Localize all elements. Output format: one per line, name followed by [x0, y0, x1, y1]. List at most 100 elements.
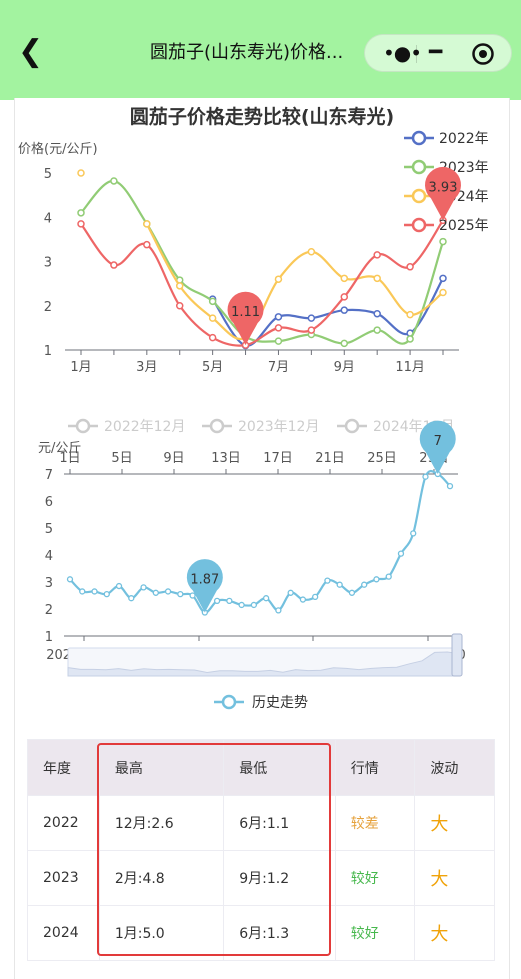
chart1-legend-label: 2022年: [439, 131, 489, 147]
header-volatility: 波动: [414, 739, 495, 796]
chart1-point: [208, 333, 217, 342]
table-row: 2022 12月:2.6 6月:1.1 较差 大: [27, 795, 495, 851]
chart1-point: [175, 302, 184, 310]
yearly-summary-table: 年度 最高 最低 行情 波动 2022 12月:2.6 6月:1.1 较差 大 …: [27, 739, 495, 961]
chart2-legend-top-marker: [344, 418, 360, 434]
chart2-point: [385, 573, 392, 580]
chart2-point: [422, 473, 429, 480]
chart2-top-axis-label: 21日: [315, 451, 345, 466]
chart1-point: [274, 324, 283, 332]
chart1-series-line-2025年: [80, 219, 444, 347]
close-target-icon[interactable]: [471, 42, 495, 66]
chart2-top-axis-label: 5日: [111, 451, 132, 466]
header-high: 最高: [98, 739, 225, 796]
chevron-left-icon[interactable]: ❮: [18, 34, 44, 69]
price-compare-chart: 圆茄子价格走势比较(山东寿光) 价格(元/公斤) 1 2 3 4 5 1月 3月 5月 7月 9月 11…: [18, 105, 489, 375]
chart1-legend-marker: [411, 217, 427, 233]
chart2-top-axis-label: 13日: [211, 451, 241, 466]
chart1-point: [208, 297, 217, 306]
chart1-x-tick-label: 7月: [268, 360, 289, 375]
chart1-point: [274, 313, 283, 321]
chart1-point: [373, 309, 381, 318]
chart2-point: [446, 483, 454, 490]
chart2-top-axis-label: 17日: [263, 451, 293, 466]
chart2-point: [324, 577, 331, 584]
cell-low: 6月:1.1: [223, 795, 336, 851]
chart2-y-axis-label: 元/公斤: [38, 441, 81, 456]
cell-high: 2月:4.8: [98, 850, 225, 906]
chart2-point: [348, 589, 356, 596]
chart2-point: [79, 588, 86, 595]
chart2-point: [397, 550, 405, 557]
chart2-y-tick-label: 4: [45, 549, 53, 564]
cell-year: 2022: [27, 795, 100, 851]
chart2-top-axis-label: 9日: [163, 451, 184, 466]
minimize-icon[interactable]: ━: [429, 40, 443, 65]
chart2-point: [115, 582, 123, 590]
chart2-point: [66, 576, 74, 583]
cell-trend: 较差: [334, 795, 416, 851]
chart2-point: [287, 589, 294, 596]
chart1-point: [307, 248, 316, 256]
chart1-point: [340, 306, 349, 314]
cell-trend: 较好: [334, 850, 416, 906]
chart2-zoom-preview: [67, 651, 461, 677]
chart1-point: [406, 263, 414, 271]
chart2-point: [128, 595, 135, 602]
chart1-point: [406, 335, 414, 343]
cell-year: 2024: [27, 905, 100, 961]
chart2-legend-top-label: 2023年12月: [238, 419, 319, 435]
chart2-y-tick-label: 2: [45, 603, 53, 618]
chart1-pin-label: 1.11: [231, 305, 260, 320]
chart2-series-line: [69, 469, 451, 614]
chart1-point: [110, 177, 118, 185]
chart2-point: [299, 596, 307, 603]
chart1-pin-shape: [227, 291, 264, 346]
cell-low: 6月:1.3: [223, 905, 336, 961]
chart2-y-tick-label: 1: [45, 630, 53, 645]
chart2-point: [177, 590, 184, 598]
chart1-point: [307, 314, 316, 322]
header-year: 年度: [27, 739, 100, 796]
chart2-legend-top-label: 2022年12月: [104, 419, 185, 435]
chart1-point: [439, 288, 447, 297]
chart2-point: [226, 597, 233, 605]
chart2-pin: 7: [419, 420, 456, 474]
chart2-pin-label: 1.87: [190, 573, 219, 588]
cell-high: 12月:2.6: [98, 795, 225, 851]
chart1-pin-shape: [425, 166, 461, 221]
chart2-zoom-slider[interactable]: [67, 633, 463, 677]
chart1-point: [77, 209, 85, 217]
cell-year: 2023: [27, 850, 100, 906]
chart2-point: [140, 584, 147, 591]
header-trend: 行情: [334, 739, 416, 796]
chart1-point: [340, 293, 349, 301]
more-dots-icon[interactable]: •●•: [383, 41, 422, 65]
cell-volatility: 大: [414, 850, 495, 906]
chart1-y-tick-label: 1: [44, 344, 52, 359]
chart1-point: [340, 274, 349, 283]
chart2-point: [103, 590, 110, 598]
nav-bar: ❮ 圆茄子(山东寿光)价格... •●• ━: [0, 0, 521, 100]
chart2-point: [91, 588, 98, 595]
chart1-pin: 1.11: [227, 291, 264, 346]
chart2-point: [152, 589, 159, 596]
page-title: 圆茄子(山东寿光)价格...: [150, 42, 344, 63]
chart1-legend-label: 2025年: [439, 218, 489, 234]
table-row: 2023 2月:4.8 9月:1.2 较好 大: [27, 850, 495, 906]
header-low: 最低: [223, 739, 336, 796]
chart1-point: [110, 261, 118, 269]
chart2-point: [164, 588, 172, 595]
chart2-point: [312, 593, 319, 601]
chart1-x-tick-label: 11月: [395, 360, 425, 375]
chart2-pin-shape: [419, 420, 456, 474]
chart1-point: [274, 337, 283, 345]
cell-volatility: 大: [414, 795, 495, 851]
chart2-point: [262, 595, 270, 602]
chart2-point: [373, 576, 380, 583]
chart1-x-tick-label: 3月: [136, 360, 157, 375]
chart2-point: [275, 607, 282, 614]
chart1-point: [439, 237, 447, 246]
chart1-point: [143, 240, 151, 249]
